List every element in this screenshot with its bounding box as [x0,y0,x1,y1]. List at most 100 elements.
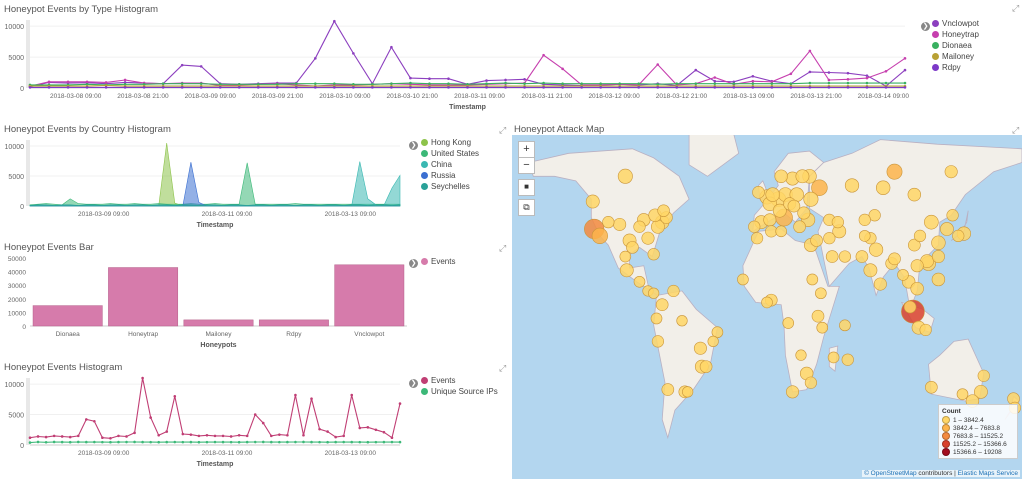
data-point [865,74,869,77]
data-point [256,86,260,89]
data-point [580,82,583,85]
map-marker [711,326,724,339]
data-point [28,441,32,444]
data-point [694,82,698,85]
series-line [29,20,906,88]
data-point [713,76,717,79]
data-point [199,82,203,85]
legend-dot [421,161,428,168]
data-point [314,86,317,89]
legend-item[interactable]: Rdpy [932,62,979,73]
openstreetmap-link[interactable]: © OpenStreetMap [864,470,917,477]
crop-icon[interactable]: ⧉ [518,199,535,216]
legend-toggle-icon[interactable]: ❯ [921,22,930,31]
map-marker [633,275,646,288]
data-point [409,86,412,89]
map-legend: Count 1 – 3842.4 3842.4 – 7683.8 7683.8 – … [938,404,1018,459]
data-point [104,84,108,87]
legend-label: Rdpy [942,63,961,72]
map-legend-label: 7683.8 – 11525.2 [953,432,1004,440]
data-point [390,82,393,85]
draw-rectangle-icon[interactable]: ■ [518,179,535,196]
data-point [275,86,279,89]
y-tick-label: 40000 [8,270,26,277]
data-point [382,430,386,434]
map-marker [940,222,954,236]
data-point [28,436,32,439]
legend-item[interactable]: Unique Source IPs [421,386,498,397]
legend-label: Events [431,376,456,385]
legend-item[interactable]: China [421,159,479,170]
legend-events-bar: Events [421,256,455,267]
data-point [350,393,354,397]
legend-toggle-icon[interactable]: ❯ [409,259,418,268]
zoom-out-button[interactable]: − [518,157,535,174]
map-marker [648,287,660,299]
legend-item[interactable]: Hong Kong [421,137,479,148]
legend-item[interactable]: Russia [421,170,479,181]
map-canvas[interactable] [512,135,1022,479]
legend-toggle-icon[interactable]: ❯ [409,141,418,150]
legend-item[interactable]: Events [421,256,455,267]
data-point [256,82,260,86]
map-marker [931,235,946,250]
elastic-maps-link[interactable]: Elastic Maps Service [957,470,1018,477]
map-marker [816,321,829,334]
data-point [199,86,203,89]
legend-item[interactable]: Honeytrap [932,29,979,40]
expand-icon[interactable]: ⤢ [1012,3,1020,13]
y-tick-label: 0 [20,86,24,93]
expand-icon[interactable]: ⤢ [1012,125,1020,135]
legend-toggle-icon[interactable]: ❯ [409,379,418,388]
legend-dot [932,64,939,71]
data-point [125,440,128,444]
data-point [221,434,225,438]
map-marker [765,187,780,202]
data-point [101,440,104,444]
panel-title-attack-map: Honeypot Attack Map [514,124,605,135]
data-point [366,440,370,444]
x-tick-label: 2018-03-08 21:00 [117,93,169,100]
legend-item[interactable]: Seychelles [421,181,479,192]
expand-icon[interactable]: ⤢ [499,125,507,135]
data-point [428,86,431,89]
legend-dot [421,183,428,190]
legend-item[interactable]: Vnclowpot [932,18,979,29]
data-point [713,86,717,89]
data-point [76,434,80,438]
data-point [523,78,526,81]
legend-item[interactable]: Mailoney [932,51,979,62]
x-axis-label: Honeypots [200,342,236,349]
data-point [751,86,755,89]
data-point [808,49,812,53]
legend-item[interactable]: Dionaea [932,40,979,51]
map-marker [707,335,719,347]
data-point [409,81,412,85]
data-point [618,86,621,89]
data-point [278,440,281,444]
map-marker [944,165,958,179]
data-point [827,81,831,85]
panel-title-type-hist: Honeypot Events by Type Histogram [4,4,159,15]
map-marker [633,220,646,233]
data-point [68,435,72,439]
chart-events-histogram: 0 5000 10000 2018-03-09 09:00 2018-03-11 09:… [5,376,402,468]
data-point [117,440,120,444]
data-point [142,86,146,89]
data-point [333,19,336,23]
data-point [599,86,602,89]
data-point [28,86,32,89]
map-marker [903,300,917,314]
map-marker [910,259,924,273]
data-point [865,86,869,89]
legend-item[interactable]: United States [421,148,479,159]
data-point [117,434,120,438]
map-marker [838,250,852,263]
data-point [789,72,793,76]
expand-icon[interactable]: ⤢ [499,363,507,373]
expand-icon[interactable]: ⤢ [499,243,507,253]
attack-map[interactable]: + − ■ ⧉ Count 1 – 3842.4 3842.4 – 7683.8 7… [512,135,1022,479]
zoom-in-button[interactable]: + [518,141,535,158]
data-point [732,80,736,84]
legend-item[interactable]: Events [421,375,498,386]
